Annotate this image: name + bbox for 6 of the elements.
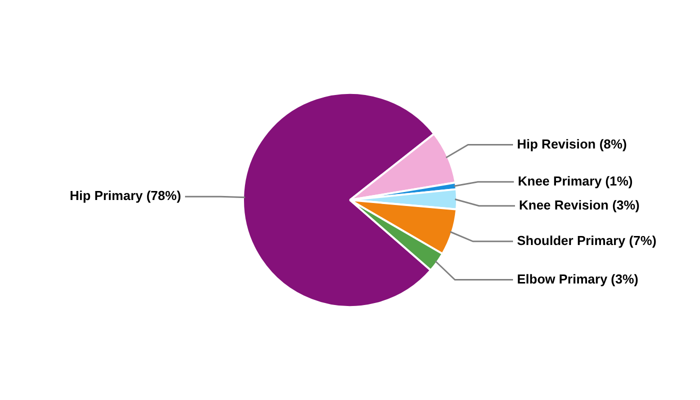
slice-label: Hip Revision (8%)	[517, 136, 627, 152]
slice-label: Hip Primary (78%)	[70, 188, 182, 204]
slice-label: Knee Primary (1%)	[518, 173, 633, 188]
slice-label: Elbow Primary (3%)	[517, 271, 638, 286]
slice-label: Knee Revision (3%)	[518, 197, 640, 212]
slice-label: Shoulder Primary (7%)	[517, 233, 656, 248]
